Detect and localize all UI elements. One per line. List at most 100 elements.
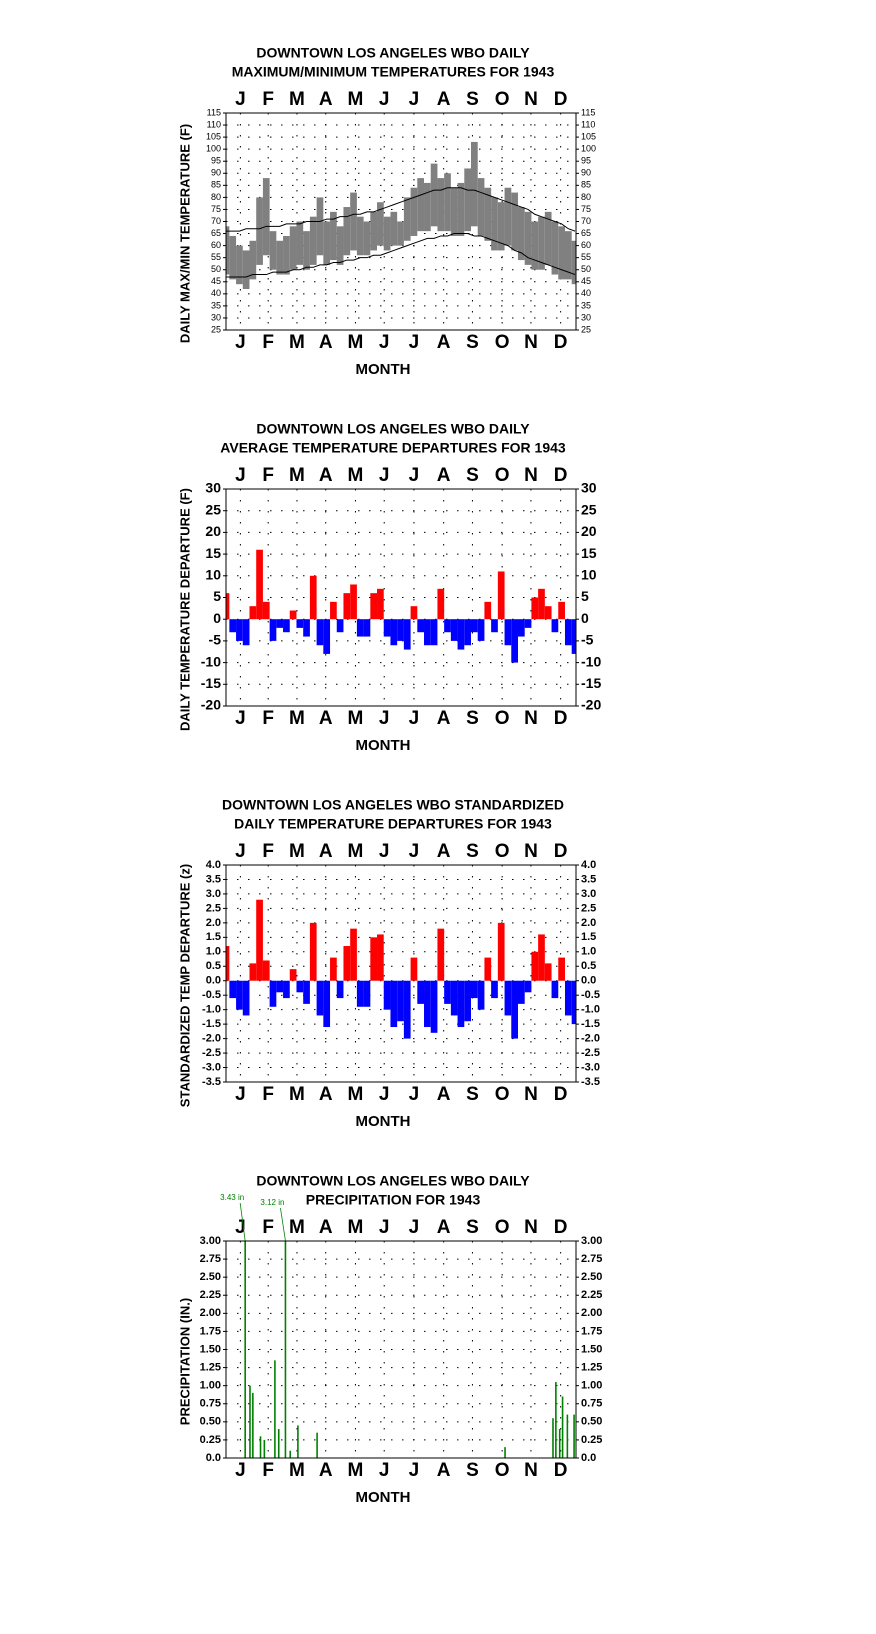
range-bar xyxy=(390,211,398,246)
month-label-top: F xyxy=(262,89,274,110)
y-tick-label-right: 4.0 xyxy=(581,859,596,871)
month-label-top: J xyxy=(379,1217,390,1238)
month-label-top: M xyxy=(289,89,305,110)
month-label-top: A xyxy=(437,841,451,862)
month-label-top: A xyxy=(319,89,333,110)
bar xyxy=(430,980,438,1033)
bar xyxy=(336,980,344,999)
marks xyxy=(244,1241,575,1458)
y-tick-label-right: 70 xyxy=(581,216,591,226)
bar xyxy=(477,980,485,1010)
bar xyxy=(262,960,270,981)
month-label-top: S xyxy=(466,841,479,862)
chart-title: DAILY TEMPERATURE DEPARTURES FOR 1943 xyxy=(234,816,552,832)
bar xyxy=(417,980,425,1004)
bar xyxy=(309,922,317,981)
bar xyxy=(484,601,492,620)
y-tick-label-right: 3.5 xyxy=(581,873,596,885)
bar xyxy=(323,980,331,1028)
range-bar xyxy=(437,178,445,232)
bar xyxy=(249,963,257,981)
y-tick-label-right: 1.50 xyxy=(581,1343,602,1355)
y-tick-label: 40 xyxy=(211,288,221,298)
bar xyxy=(444,980,451,1004)
y-tick-label-right: 55 xyxy=(581,252,591,262)
month-label-top: N xyxy=(524,89,538,110)
y-tick-label-right: 1.5 xyxy=(581,931,596,943)
month-label-top: S xyxy=(466,465,479,486)
y-tick-label-right: -0.5 xyxy=(581,989,600,1001)
month-label-top: M xyxy=(348,89,364,110)
y-tick-label-right: -20 xyxy=(581,697,601,713)
y-tick-label-right: 95 xyxy=(581,156,591,166)
chart-title: AVERAGE TEMPERATURE DEPARTURES FOR 1943 xyxy=(220,440,566,456)
month-label-top: J xyxy=(235,89,246,110)
range-bar xyxy=(397,221,404,246)
y-axis-label: DAILY TEMPERATURE DEPARTURE (F) xyxy=(177,488,192,731)
bar xyxy=(336,619,344,633)
month-label-top: M xyxy=(289,1217,305,1238)
y-tick-label-right: 40 xyxy=(581,288,591,298)
month-label-top: A xyxy=(437,465,451,486)
bar xyxy=(544,606,552,620)
y-tick-label: 55 xyxy=(211,252,221,262)
normal-line xyxy=(226,187,576,232)
month-label: J xyxy=(235,708,246,729)
range-bar xyxy=(383,216,391,251)
y-tick-label: 2.0 xyxy=(206,917,221,929)
month-label-top: M xyxy=(289,841,305,862)
bar xyxy=(316,980,324,1016)
range-bar xyxy=(544,211,552,265)
range-bar xyxy=(356,216,364,256)
month-label: M xyxy=(348,708,364,729)
month-label: A xyxy=(437,1084,451,1105)
x-axis-label: MONTH xyxy=(356,737,411,754)
y-axis-label: STANDARDIZED TEMP DEPARTURE (z) xyxy=(177,864,192,1107)
y-tick-label-right: 3.00 xyxy=(581,1235,602,1247)
month-label-top: A xyxy=(319,1217,333,1238)
month-label: J xyxy=(409,1084,420,1105)
bar xyxy=(551,980,559,999)
range-bar xyxy=(229,235,237,280)
month-label: F xyxy=(262,708,274,729)
y-tick-label: 10 xyxy=(205,567,221,583)
range-bar xyxy=(430,163,438,227)
range-bar xyxy=(457,182,465,236)
y-tick-label: 115 xyxy=(207,107,221,117)
range-bar xyxy=(564,231,572,280)
month-label: M xyxy=(289,1084,305,1105)
y-tick-label-right: -2.0 xyxy=(581,1033,600,1045)
y-tick-label-right: 25 xyxy=(581,501,597,517)
bar xyxy=(356,980,364,1007)
range-bar xyxy=(484,187,492,241)
month-label: J xyxy=(409,708,420,729)
y-tick-label-right: 30 xyxy=(581,480,597,496)
x-axis-label: MONTH xyxy=(356,361,411,378)
chart: DOWNTOWN LOS ANGELES WBO DAILY MAXIMUM/MI… xyxy=(177,45,596,378)
month-label-top: S xyxy=(466,89,479,110)
y-tick-label-right: 35 xyxy=(581,300,591,310)
range-bar xyxy=(316,197,324,256)
y-tick-label: 100 xyxy=(206,144,221,154)
y-tick-label: 0 xyxy=(213,610,221,626)
month-label-top: J xyxy=(379,89,390,110)
y-tick-label: -5 xyxy=(209,632,222,648)
range-bar xyxy=(242,250,250,290)
range-bar xyxy=(323,221,331,265)
bar xyxy=(571,619,576,654)
y-tick-label-right: 3.0 xyxy=(581,888,596,900)
marks xyxy=(226,141,576,290)
range-bar xyxy=(497,202,505,251)
bar xyxy=(538,588,545,620)
chart-title: DOWNTOWN LOS ANGELES WBO STANDARDIZED xyxy=(222,797,564,813)
month-label: J xyxy=(379,1460,390,1481)
bar xyxy=(229,980,237,999)
bar xyxy=(558,601,565,620)
month-label-top: O xyxy=(495,89,510,110)
month-label: F xyxy=(262,1460,274,1481)
month-label-top: O xyxy=(495,1217,510,1238)
month-label: A xyxy=(319,708,333,729)
bar xyxy=(538,934,545,981)
y-tick-label: 3.0 xyxy=(206,888,221,900)
range-bar xyxy=(226,226,230,275)
